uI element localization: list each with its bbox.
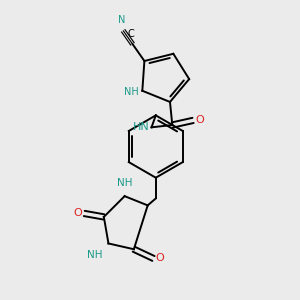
Text: N: N — [118, 15, 126, 25]
Text: O: O — [195, 116, 204, 125]
Text: C: C — [128, 29, 135, 39]
Text: O: O — [73, 208, 82, 218]
Text: O: O — [156, 254, 164, 263]
Text: NH: NH — [87, 250, 103, 260]
Text: NH: NH — [124, 87, 139, 97]
Text: HN: HN — [133, 122, 149, 132]
Text: NH: NH — [117, 178, 132, 188]
